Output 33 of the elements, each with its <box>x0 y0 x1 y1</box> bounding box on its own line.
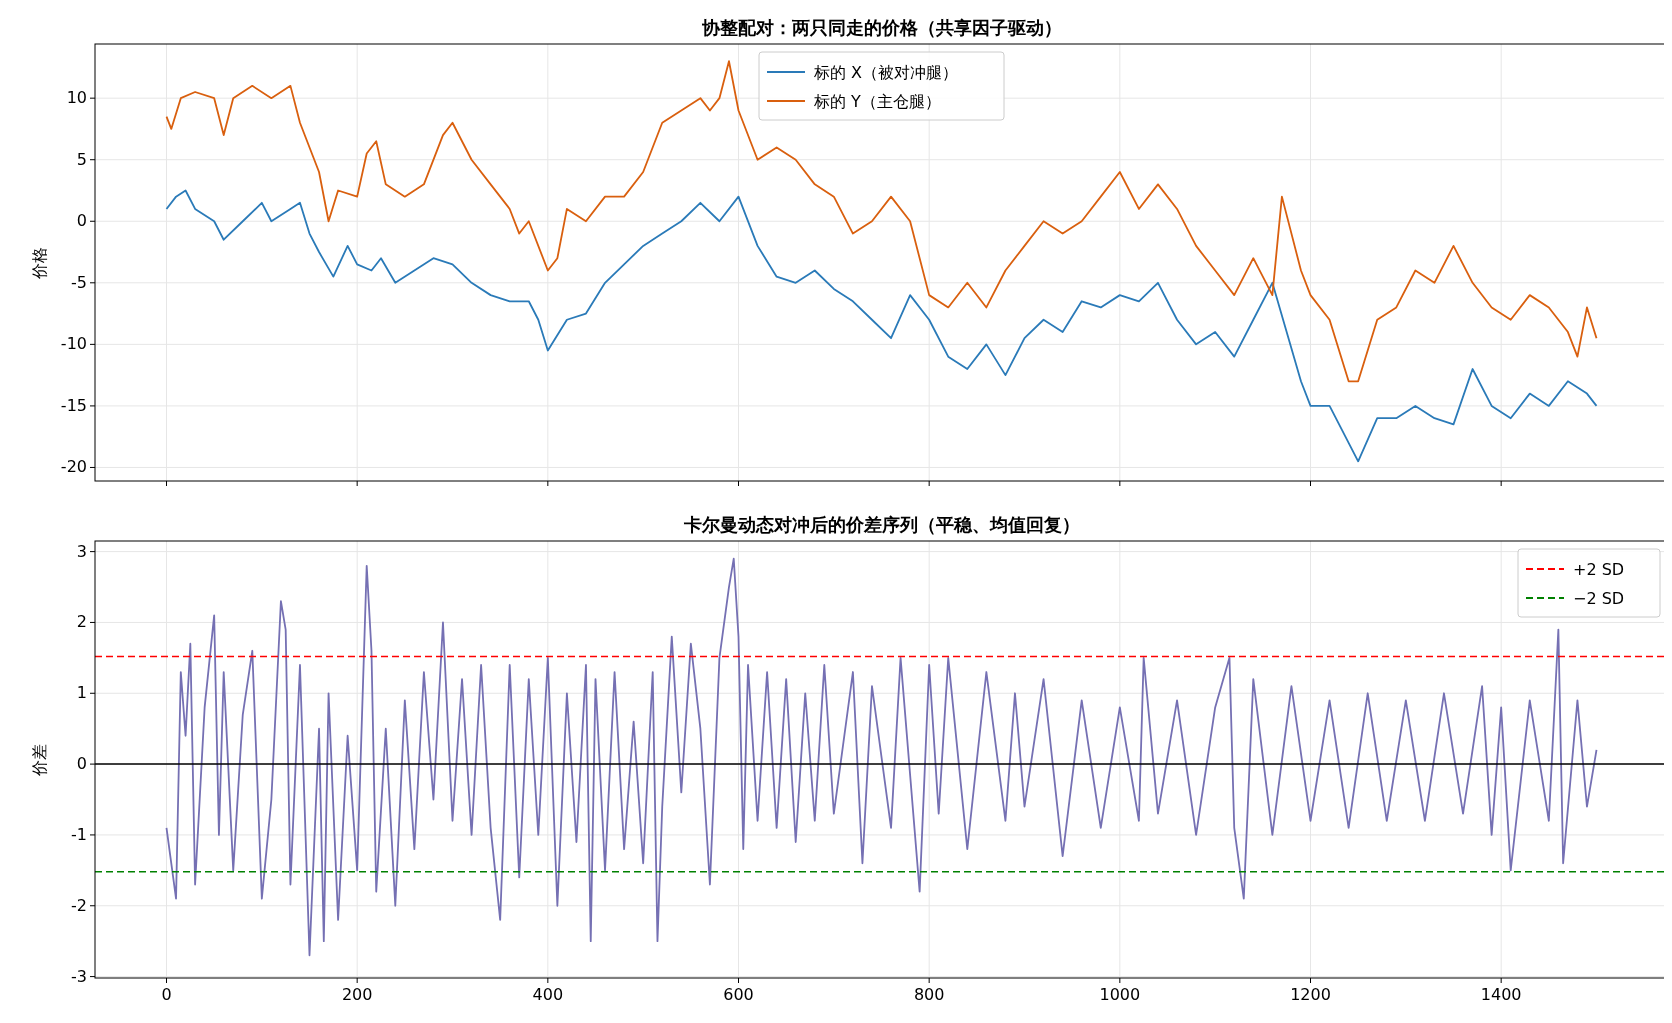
y-tick-label: 2 <box>76 612 87 632</box>
y-axis-title: 价格 <box>30 246 49 280</box>
y-tick-label: 5 <box>76 149 87 169</box>
y-tick-label: -2 <box>71 895 87 915</box>
line-series <box>165 60 1598 383</box>
y-tick-label: -15 <box>60 395 87 415</box>
legend-label: 标的 Y（主仓腿） <box>813 92 941 111</box>
chart-title: 协整配对：两只同走的价格（共享因子驱动） <box>700 17 1062 38</box>
x-tick-label: 1200 <box>1290 985 1331 1004</box>
y-tick-label: 0 <box>76 754 87 774</box>
x-tick-label: 800 <box>913 985 945 1004</box>
y-tick-label: -5 <box>71 272 87 292</box>
x-tick-label: 200 <box>341 985 373 1004</box>
y-tick-label: -1 <box>71 824 87 844</box>
x-tick-label: 400 <box>532 985 564 1004</box>
x-tick-label: 1400 <box>1480 985 1522 1004</box>
y-tick-label: 1 <box>76 683 87 703</box>
y-tick-label: -10 <box>60 334 87 354</box>
line-series <box>165 557 1598 957</box>
x-tick-label: 1000 <box>1099 985 1141 1004</box>
legend-label: +2 SD <box>1573 560 1625 579</box>
legend-label: −2 SD <box>1573 589 1625 608</box>
chart-title: 卡尔曼动态对冲后的价差序列（平稳、均值回复） <box>682 514 1080 535</box>
x-tick-label: 600 <box>723 985 754 1004</box>
y-tick-label: -3 <box>71 966 87 986</box>
y-axis-title: 价差 <box>30 743 49 777</box>
line-series <box>165 189 1598 463</box>
y-tick-label: -20 <box>60 457 87 477</box>
x-tick-label: 0 <box>161 985 172 1004</box>
y-tick-label: 10 <box>66 88 87 108</box>
y-tick-label: 0 <box>76 211 87 231</box>
legend-label: 标的 X（被对冲腿） <box>813 63 959 82</box>
y-tick-label: 3 <box>76 541 87 561</box>
